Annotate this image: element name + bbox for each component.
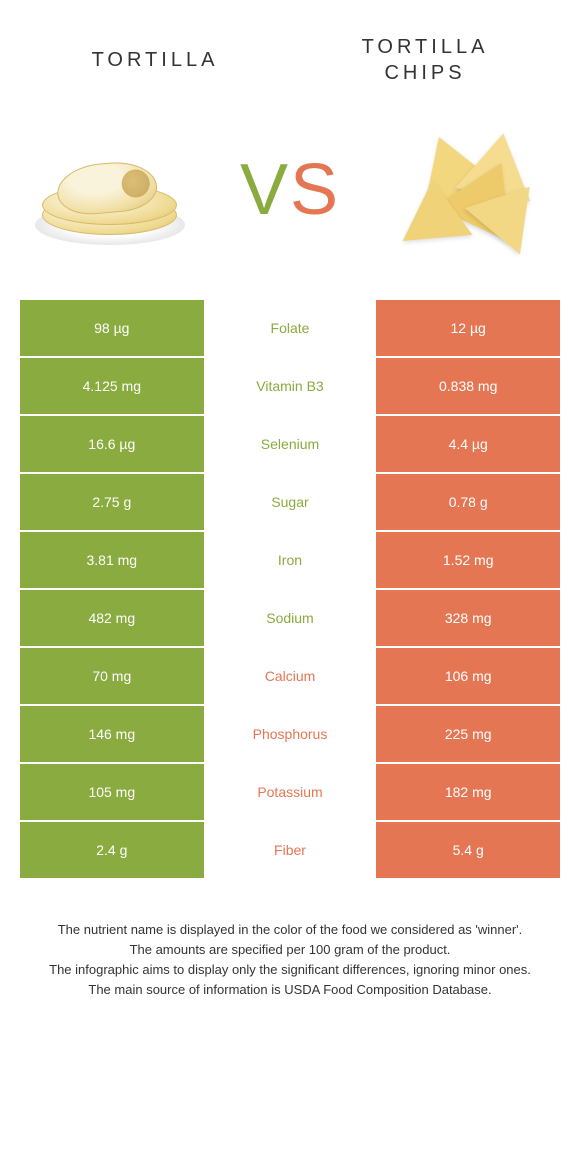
tortilla-image (30, 120, 190, 260)
right-value-cell: 182 mg (376, 764, 560, 820)
table-row: 16.6 µgSelenium4.4 µg (20, 416, 560, 474)
nutrient-label-cell: Sodium (204, 590, 377, 646)
footer-line: The main source of information is USDA F… (25, 980, 555, 1000)
nutrient-label-cell: Selenium (204, 416, 377, 472)
left-value-cell: 146 mg (20, 706, 204, 762)
table-row: 2.4 gFiber5.4 g (20, 822, 560, 880)
table-row: 146 mgPhosphorus225 mg (20, 706, 560, 764)
images-row: VS (20, 110, 560, 270)
nutrient-label-cell: Folate (204, 300, 377, 356)
footer-line: The infographic aims to display only the… (25, 960, 555, 980)
nutrient-label-cell: Potassium (204, 764, 377, 820)
right-value-cell: 328 mg (376, 590, 560, 646)
vs-label: VS (240, 149, 340, 231)
vs-s-letter: S (290, 149, 340, 231)
table-row: 70 mgCalcium106 mg (20, 648, 560, 706)
left-value-cell: 98 µg (20, 300, 204, 356)
right-value-cell: 0.78 g (376, 474, 560, 530)
table-row: 3.81 mgIron1.52 mg (20, 532, 560, 590)
table-row: 105 mgPotassium182 mg (20, 764, 560, 822)
footer-notes: The nutrient name is displayed in the co… (20, 920, 560, 1001)
nutrient-label-cell: Calcium (204, 648, 377, 704)
nutrient-label-cell: Phosphorus (204, 706, 377, 762)
tortilla-chips-image (390, 120, 550, 260)
right-value-cell: 5.4 g (376, 822, 560, 878)
left-value-cell: 4.125 mg (20, 358, 204, 414)
left-value-cell: 3.81 mg (20, 532, 204, 588)
comparison-table: 98 µgFolate12 µg4.125 mgVitamin B30.838 … (20, 300, 560, 880)
left-value-cell: 70 mg (20, 648, 204, 704)
footer-line: The nutrient name is displayed in the co… (25, 920, 555, 940)
right-value-cell: 225 mg (376, 706, 560, 762)
left-value-cell: 482 mg (20, 590, 204, 646)
left-food-title: TORTILLA (47, 47, 263, 73)
table-row: 482 mgSodium328 mg (20, 590, 560, 648)
right-value-cell: 4.4 µg (376, 416, 560, 472)
table-row: 98 µgFolate12 µg (20, 300, 560, 358)
left-value-cell: 2.75 g (20, 474, 204, 530)
nutrient-label-cell: Iron (204, 532, 377, 588)
right-food-title: TORTILLA CHIPS (317, 34, 533, 86)
left-value-cell: 2.4 g (20, 822, 204, 878)
table-row: 4.125 mgVitamin B30.838 mg (20, 358, 560, 416)
nutrient-label-cell: Fiber (204, 822, 377, 878)
nutrient-label-cell: Vitamin B3 (204, 358, 377, 414)
table-row: 2.75 gSugar0.78 g (20, 474, 560, 532)
right-value-cell: 1.52 mg (376, 532, 560, 588)
left-value-cell: 16.6 µg (20, 416, 204, 472)
vs-v-letter: V (240, 149, 290, 231)
header: TORTILLA TORTILLA CHIPS (20, 20, 560, 100)
right-value-cell: 0.838 mg (376, 358, 560, 414)
right-value-cell: 12 µg (376, 300, 560, 356)
footer-line: The amounts are specified per 100 gram o… (25, 940, 555, 960)
left-value-cell: 105 mg (20, 764, 204, 820)
right-value-cell: 106 mg (376, 648, 560, 704)
nutrient-label-cell: Sugar (204, 474, 377, 530)
infographic-container: TORTILLA TORTILLA CHIPS VS 98 µgFolate (0, 0, 580, 1011)
